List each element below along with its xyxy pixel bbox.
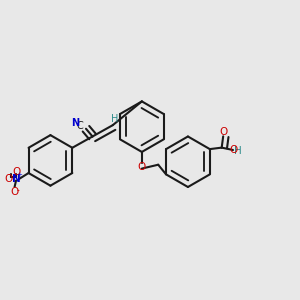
Text: N: N [70,118,79,128]
Text: H: H [234,146,242,156]
Text: H: H [110,114,118,124]
Text: +: + [16,172,22,178]
Text: O: O [11,187,19,197]
Text: O: O [12,167,20,177]
Text: N: N [12,174,20,184]
Text: -: - [17,186,20,195]
Text: C: C [76,122,83,131]
Text: O: O [230,145,238,155]
Text: O: O [219,127,227,137]
Text: -: - [7,171,10,180]
Text: O: O [4,174,13,184]
Text: O: O [138,162,146,172]
